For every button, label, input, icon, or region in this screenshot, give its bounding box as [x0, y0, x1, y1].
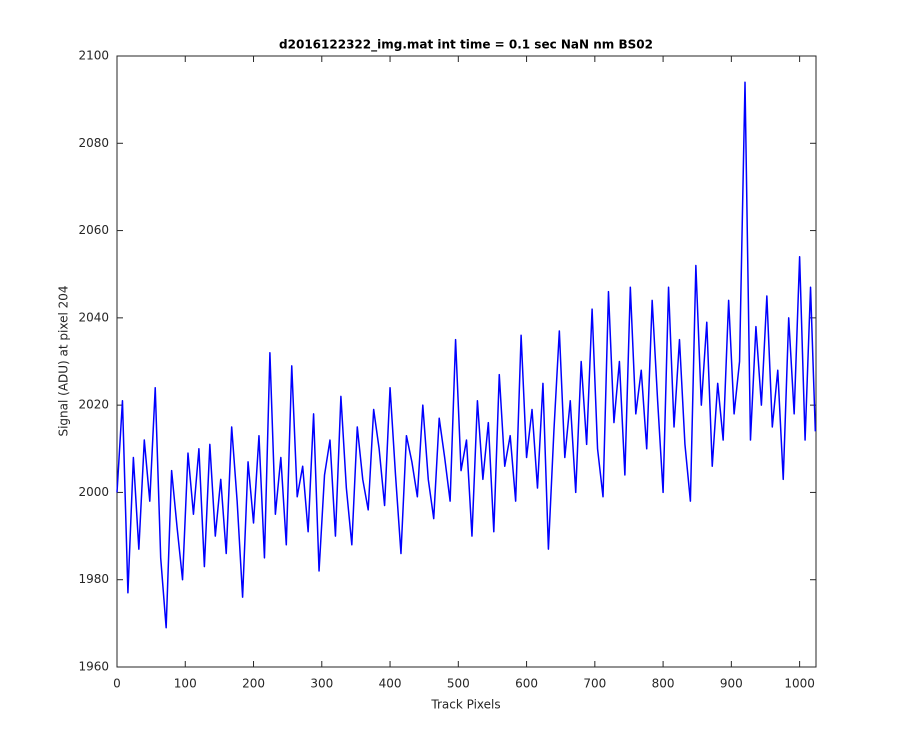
y-tick-label: 2060 [78, 223, 109, 237]
x-tick-label: 700 [583, 677, 606, 691]
y-tick-label: 1980 [78, 572, 109, 586]
x-tick-label: 0 [113, 677, 121, 691]
chart-title: d2016122322_img.mat int time = 0.1 sec N… [279, 38, 653, 53]
x-tick-label: 900 [720, 677, 743, 691]
x-tick-label: 200 [242, 677, 265, 691]
y-tick-label: 1960 [78, 660, 109, 674]
y-axis-label: Signal (ADU) at pixel 204 [57, 285, 71, 436]
x-tick-label: 600 [515, 677, 538, 691]
y-tick-label: 2000 [78, 485, 109, 499]
signal-line [116, 81, 817, 629]
x-tick-label: 100 [174, 677, 197, 691]
y-tick-label: 2020 [78, 398, 109, 412]
x-axis-label: Track Pixels [430, 698, 500, 712]
x-tick-label: 500 [447, 677, 470, 691]
x-tick-label: 1000 [784, 677, 815, 691]
y-tick-label: 2080 [78, 136, 109, 150]
x-tick-label: 400 [379, 677, 402, 691]
axes-box [116, 55, 817, 668]
x-tick-label: 300 [310, 677, 333, 691]
x-tick-label: 800 [652, 677, 675, 691]
y-tick-label: 2100 [78, 49, 109, 63]
y-tick-label: 2040 [78, 310, 109, 324]
